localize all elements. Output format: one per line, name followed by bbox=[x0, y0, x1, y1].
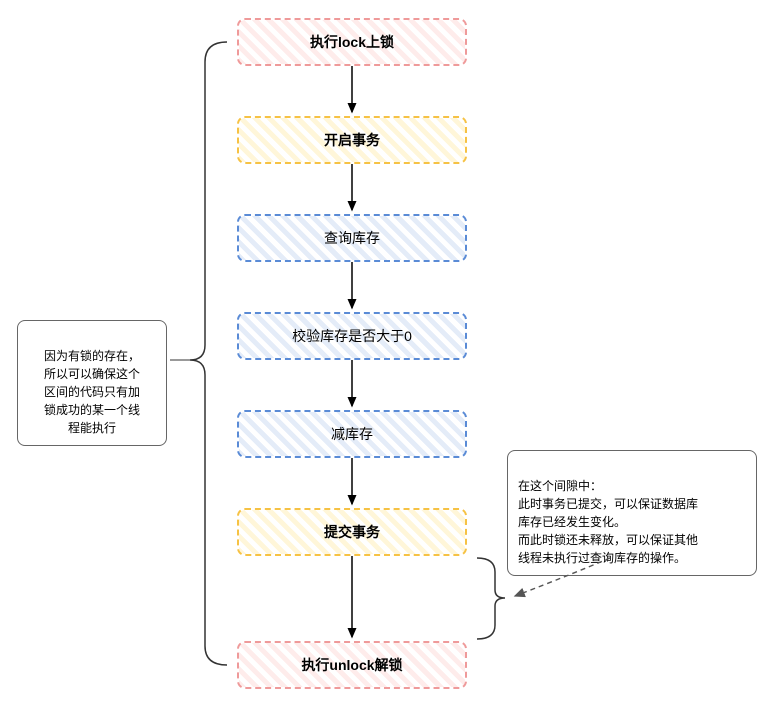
node-begin-tx: 开启事务 bbox=[237, 116, 467, 164]
node-label: 执行unlock解锁 bbox=[291, 647, 412, 683]
node-label: 执行lock上锁 bbox=[300, 24, 404, 60]
node-label: 开启事务 bbox=[314, 122, 390, 158]
node-label: 减库存 bbox=[321, 416, 383, 452]
node-label: 提交事务 bbox=[314, 514, 390, 550]
node-check-stock: 校验库存是否大于0 bbox=[237, 312, 467, 360]
note-text: 在这个间隙中： 此时事务已提交，可以保证数据库 库存已经发生变化。 而此时锁还未… bbox=[518, 479, 698, 565]
left-bracket bbox=[190, 42, 227, 665]
right-bracket bbox=[477, 558, 505, 639]
node-label: 查询库存 bbox=[314, 220, 390, 256]
node-label: 校验库存是否大于0 bbox=[282, 318, 422, 354]
note-left: 因为有锁的存在， 所以可以确保这个 区间的代码只有加 锁成功的某一个线 程能执行 bbox=[17, 320, 167, 446]
node-commit-tx: 提交事务 bbox=[237, 508, 467, 556]
node-unlock: 执行unlock解锁 bbox=[237, 641, 467, 689]
node-lock: 执行lock上锁 bbox=[237, 18, 467, 66]
note-right: 在这个间隙中： 此时事务已提交，可以保证数据库 库存已经发生变化。 而此时锁还未… bbox=[507, 450, 757, 576]
node-query-stock: 查询库存 bbox=[237, 214, 467, 262]
node-decrement-stock: 减库存 bbox=[237, 410, 467, 458]
note-text: 因为有锁的存在， 所以可以确保这个 区间的代码只有加 锁成功的某一个线 程能执行 bbox=[44, 349, 140, 435]
